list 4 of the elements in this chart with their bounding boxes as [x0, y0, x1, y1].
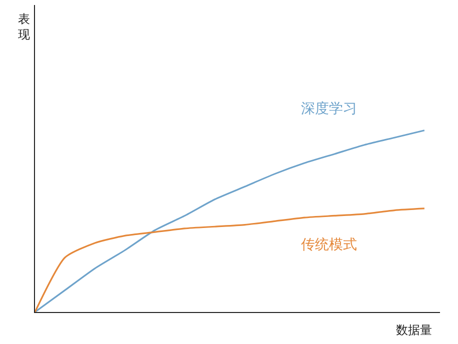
series-label: 传统模式 — [301, 237, 357, 253]
text: 深度学习 — [301, 101, 357, 117]
x-axis-title: 数据量 — [396, 323, 432, 337]
text: 表现 — [18, 12, 30, 42]
